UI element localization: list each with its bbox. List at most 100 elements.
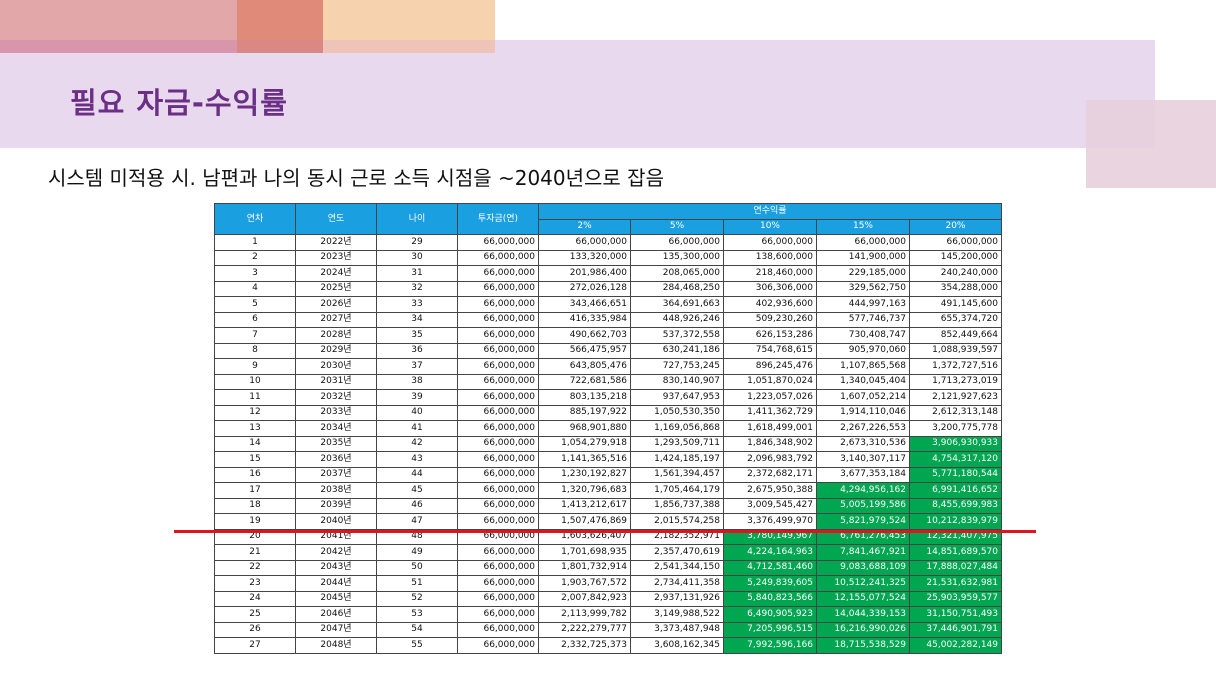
table-cell: 66,000,000 <box>457 234 539 251</box>
table-cell: 45 <box>376 482 458 499</box>
table-cell: 754,768,615 <box>723 342 817 359</box>
table-cell: 7,205,996,515 <box>723 621 817 638</box>
table-cell: 37 <box>376 358 458 375</box>
table-cell: 2039년 <box>295 497 377 514</box>
table-cell: 34 <box>376 311 458 328</box>
table-cell: 7,992,596,166 <box>723 637 817 654</box>
table-cell: 444,997,163 <box>816 296 910 313</box>
table-cell: 537,372,558 <box>630 327 724 344</box>
table-cell: 2,267,226,553 <box>816 420 910 437</box>
table-cell: 1,914,110,046 <box>816 404 910 421</box>
table-cell: 5,249,839,605 <box>723 575 817 592</box>
table-cell: 10 <box>214 373 296 390</box>
table-row: 25 2046년 53 66,000,000 2,113,999,782 3,149,98… <box>214 606 1002 623</box>
table-cell: 3,140,307,117 <box>816 451 910 468</box>
table-cell: 3,200,775,778 <box>909 420 1002 437</box>
table-cell: 6,991,416,652 <box>909 482 1002 499</box>
table-cell: 45,002,282,149 <box>909 637 1002 654</box>
table-cell: 53 <box>376 606 458 623</box>
table-cell: 133,320,000 <box>538 249 631 266</box>
table-cell: 1,169,056,868 <box>630 420 724 437</box>
table-cell: 2048년 <box>295 637 377 654</box>
table-cell: 2037년 <box>295 466 377 483</box>
table-cell: 1,340,045,404 <box>816 373 910 390</box>
table-cell: 509,230,260 <box>723 311 817 328</box>
table-cell: 2,612,313,148 <box>909 404 1002 421</box>
table-row: 27 2048년 55 66,000,000 2,332,725,373 3,608,16… <box>214 637 1002 654</box>
decor-overlap-peach <box>323 40 495 53</box>
table-cell: 43 <box>376 451 458 468</box>
table-cell: 272,026,128 <box>538 280 631 297</box>
table-cell: 5,821,979,524 <box>816 513 910 530</box>
table-cell: 885,197,922 <box>538 404 631 421</box>
title-band <box>0 40 1155 148</box>
table-cell: 803,135,218 <box>538 389 631 406</box>
table-cell: 17,888,027,484 <box>909 559 1002 576</box>
table-cell: 2026년 <box>295 296 377 313</box>
table-cell: 66,000,000 <box>457 621 539 638</box>
table-cell: 9 <box>214 358 296 375</box>
table-row: 11 2032년 39 66,000,000 803,135,218 937,647,95… <box>214 389 1002 406</box>
table-cell: 448,926,246 <box>630 311 724 328</box>
table-cell: 1,413,212,617 <box>538 497 631 514</box>
table-cell: 44 <box>376 466 458 483</box>
table-cell: 40 <box>376 404 458 421</box>
table-cell: 2,357,470,619 <box>630 544 724 561</box>
table-cell: 17 <box>214 482 296 499</box>
table-cell: 852,449,664 <box>909 327 1002 344</box>
table-cell: 35 <box>376 327 458 344</box>
table-cell: 722,681,586 <box>538 373 631 390</box>
table-cell: 7,841,467,921 <box>816 544 910 561</box>
table-cell: 66,000,000 <box>816 234 910 251</box>
table-cell: 968,901,880 <box>538 420 631 437</box>
table-cell: 3,906,930,933 <box>909 435 1002 452</box>
table-cell: 66,000,000 <box>457 327 539 344</box>
table-row: 6 2027년 34 66,000,000 416,335,984 448,926,246… <box>214 311 1002 328</box>
decor-square <box>1086 100 1216 188</box>
table-cell: 416,335,984 <box>538 311 631 328</box>
table-cell: 66,000,000 <box>457 606 539 623</box>
table-cell: 905,970,060 <box>816 342 910 359</box>
table-cell: 2043년 <box>295 559 377 576</box>
table-cell: 1,051,870,024 <box>723 373 817 390</box>
table-cell: 51 <box>376 575 458 592</box>
table-body: 1 2022년 29 66,000,000 66,000,000 66,000,000 66… <box>214 234 1002 654</box>
table-cell: 1,801,732,914 <box>538 559 631 576</box>
decor-overlap-salmon <box>237 40 323 53</box>
table-cell: 2042년 <box>295 544 377 561</box>
table-cell: 5,005,199,586 <box>816 497 910 514</box>
table-cell: 229,185,000 <box>816 265 910 282</box>
table-cell: 3,373,487,948 <box>630 621 724 638</box>
table-cell: 27 <box>214 637 296 654</box>
table-row: 26 2047년 54 66,000,000 2,222,279,777 3,373,48… <box>214 621 1002 638</box>
table-cell: 66,000,000 <box>457 466 539 483</box>
table-cell: 66,000,000 <box>457 420 539 437</box>
table-row: 15 2036년 43 66,000,000 1,141,365,516 1,424,18… <box>214 451 1002 468</box>
header-rate-2: 2% <box>538 218 631 235</box>
table-cell: 21 <box>214 544 296 561</box>
table-cell: 4 <box>214 280 296 297</box>
table-cell: 141,900,000 <box>816 249 910 266</box>
table-cell: 6 <box>214 311 296 328</box>
table-cell: 1,701,698,935 <box>538 544 631 561</box>
table-row: 2 2023년 30 66,000,000 133,320,000 135,300,000… <box>214 249 1002 266</box>
header-investment: 투자금(연) <box>457 203 539 235</box>
table-cell: 2,675,950,388 <box>723 482 817 499</box>
table-cell: 66,000,000 <box>630 234 724 251</box>
table-cell: 1,054,279,918 <box>538 435 631 452</box>
table-cell: 730,408,747 <box>816 327 910 344</box>
table-row: 14 2035년 42 66,000,000 1,054,279,918 1,293,50… <box>214 435 1002 452</box>
table-cell: 1,856,737,388 <box>630 497 724 514</box>
table-cell: 218,460,000 <box>723 265 817 282</box>
table-cell: 66,000,000 <box>457 358 539 375</box>
table-cell: 1,705,464,179 <box>630 482 724 499</box>
table-row: 23 2044년 51 66,000,000 1,903,767,572 2,734,41… <box>214 575 1002 592</box>
table-cell: 1,088,939,597 <box>909 342 1002 359</box>
table-cell: 52 <box>376 590 458 607</box>
table-cell: 2,015,574,258 <box>630 513 724 530</box>
table-cell: 10,212,839,979 <box>909 513 1002 530</box>
table-cell: 2,121,927,623 <box>909 389 1002 406</box>
return-table: 연차 연도 나이 투자금(연) 연수익률 2% 5% 10% 15% 20% 1… <box>214 203 1002 654</box>
table-row: 3 2024년 31 66,000,000 201,986,400 208,065,000… <box>214 265 1002 282</box>
table-cell: 5,771,180,544 <box>909 466 1002 483</box>
